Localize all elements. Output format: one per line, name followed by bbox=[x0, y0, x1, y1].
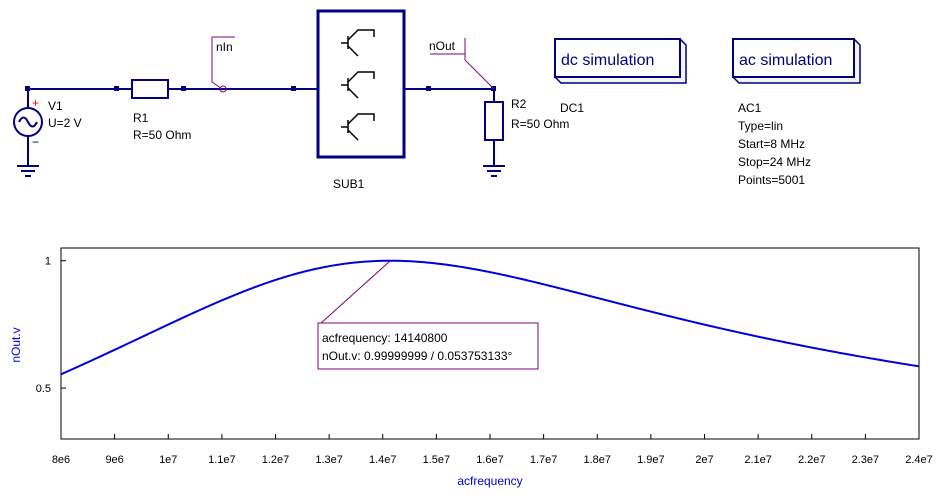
nin-label-text: nIn bbox=[216, 40, 233, 54]
x-tick-label: 8e6 bbox=[52, 454, 70, 466]
r1-name: R1 bbox=[133, 111, 149, 125]
r2-name: R2 bbox=[511, 97, 527, 111]
r1-value: R=50 Ohm bbox=[133, 128, 191, 142]
source-minus-sign: − bbox=[32, 135, 39, 149]
x-tick-label: 1.6e7 bbox=[476, 454, 504, 466]
y-tick-label: 0.5 bbox=[36, 383, 51, 395]
dc-sim-name: DC1 bbox=[560, 101, 584, 115]
resistor-r2[interactable] bbox=[483, 89, 505, 177]
wire-label-nin[interactable] bbox=[211, 36, 235, 93]
ac-sim-param: Points=5001 bbox=[738, 173, 805, 187]
resistor-r1[interactable] bbox=[131, 79, 169, 99]
x-tick-label: 1.3e7 bbox=[315, 454, 343, 466]
voltage-source-v1[interactable]: + − bbox=[13, 89, 43, 177]
chart-nout-v: 8e6 9e6 1e7 1.1e7 1.2e7 1.3e7 1.4e7 1.5e7 1.6e7 1… bbox=[9, 247, 933, 488]
sub1-name: SUB1 bbox=[333, 177, 365, 191]
marker-box[interactable] bbox=[317, 322, 539, 370]
y-axis-label: nOut.v bbox=[9, 327, 23, 362]
subcircuit-sub1[interactable] bbox=[316, 9, 406, 159]
r2-value: R=50 Ohm bbox=[511, 117, 569, 131]
x-tick-label: 1.8e7 bbox=[583, 454, 611, 466]
node-dot bbox=[426, 86, 431, 91]
x-tick-label: 1e7 bbox=[159, 454, 177, 466]
node-dot bbox=[181, 86, 186, 91]
x-tick-label: 9e6 bbox=[105, 454, 123, 466]
x-tick-label: 1.9e7 bbox=[637, 454, 665, 466]
x-tick-label: 1.1e7 bbox=[208, 454, 236, 466]
x-tick-label: 2.2e7 bbox=[798, 454, 826, 466]
x-tick-label: 2.3e7 bbox=[852, 454, 880, 466]
dc-sim-title: dc simulation bbox=[561, 52, 654, 69]
series-line-nout-v bbox=[60, 259, 920, 376]
x-tick-label: 1.5e7 bbox=[423, 454, 451, 466]
ac-sim-param: Type=lin bbox=[738, 119, 783, 133]
node-dot bbox=[25, 86, 30, 91]
node-dot bbox=[291, 86, 296, 91]
ac-sim-param: Start=8 MHz bbox=[738, 137, 805, 151]
marker-line-2: nOut.v: 0.99999999 / 0.053753133° bbox=[322, 349, 512, 363]
x-tick-label: 2e7 bbox=[695, 454, 713, 466]
x-axis-label: acfrequency bbox=[457, 474, 522, 488]
x-tick-label: 2.4e7 bbox=[905, 454, 933, 466]
source-name: V1 bbox=[48, 99, 63, 113]
source-plus-sign: + bbox=[32, 96, 39, 110]
source-value: U=2 V bbox=[48, 116, 82, 130]
x-tick-label: 2.1e7 bbox=[744, 454, 772, 466]
x-tick-label: 1.4e7 bbox=[369, 454, 397, 466]
wire-label-nout[interactable] bbox=[430, 38, 495, 90]
ac-simulation-block[interactable]: ac simulation bbox=[732, 38, 861, 84]
dc-simulation-block[interactable]: dc simulation bbox=[554, 38, 687, 84]
ac-sim-title: ac simulation bbox=[739, 52, 832, 69]
marker-line-1: acfrequency: 14140800 bbox=[322, 331, 448, 345]
node-dot bbox=[114, 86, 119, 91]
ac-sim-param: Stop=24 MHz bbox=[738, 155, 811, 169]
marker-leader-line bbox=[319, 260, 391, 325]
ac-sim-name: AC1 bbox=[738, 101, 762, 115]
x-tick-label: 1.2e7 bbox=[262, 454, 290, 466]
y-tick-label: 1 bbox=[45, 256, 51, 268]
nout-label-text: nOut bbox=[429, 39, 456, 53]
x-tick-label: 1.7e7 bbox=[530, 454, 558, 466]
